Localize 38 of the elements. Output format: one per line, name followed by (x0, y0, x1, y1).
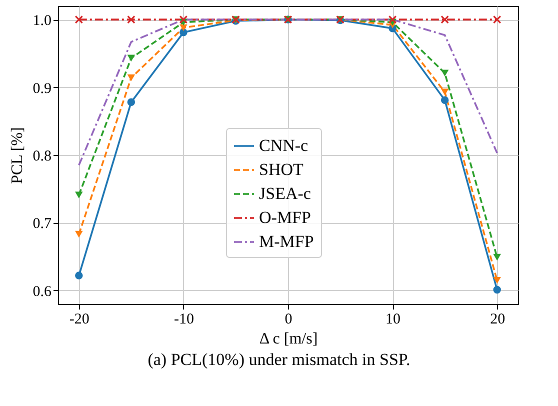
point (127, 15, 136, 24)
x-tick-label: -10 (174, 312, 194, 328)
y-tick-label: 0.7 (32, 216, 52, 232)
point (74, 15, 84, 24)
legend-label: JSEA-c (259, 184, 312, 203)
point (493, 276, 501, 284)
point (127, 98, 136, 106)
point (180, 28, 188, 36)
x-axis-title: Δ c [m/s] (259, 330, 318, 348)
legend-label: CNN-c (259, 136, 309, 155)
point (493, 254, 501, 261)
point (388, 15, 397, 24)
x-tick-label: -20 (69, 312, 90, 328)
text: (a) PCL(10%) under mismatch in SSP. (146, 350, 412, 370)
point (440, 96, 449, 104)
point (440, 88, 449, 96)
y-axis-title: PCL [%] (8, 127, 26, 184)
point (180, 24, 188, 32)
y-tick-label: 1.0 (32, 13, 52, 30)
x-tick-label: 20 (490, 312, 506, 328)
legend-label: O-MFP (259, 208, 311, 227)
point (75, 192, 83, 198)
point (492, 15, 502, 24)
point (75, 230, 83, 238)
x-tick-label: 0 (284, 312, 292, 328)
y-tick-label: 0.6 (32, 284, 52, 300)
point (493, 286, 501, 294)
legend-label: SHOT (259, 160, 304, 179)
point (75, 272, 83, 280)
point (440, 70, 449, 76)
point (127, 74, 136, 82)
y-tick-label: 0.9 (32, 80, 52, 97)
y-tick-label: 0.8 (32, 148, 52, 164)
point (179, 15, 188, 24)
legend-label: M-MFP (259, 232, 314, 251)
x-tick-label: 10 (386, 312, 401, 328)
point (127, 54, 136, 62)
point (440, 15, 449, 24)
